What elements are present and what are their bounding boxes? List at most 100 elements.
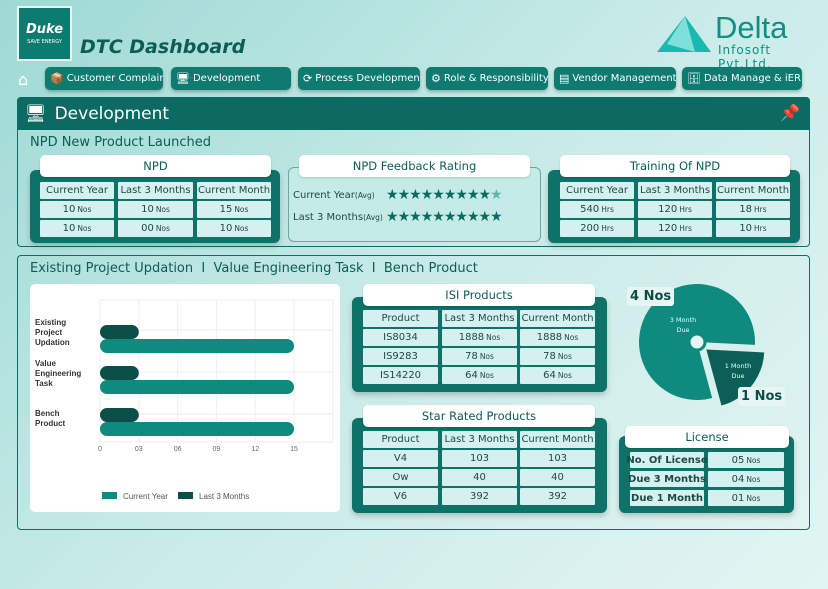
category-label: Value Engineering Task: [35, 359, 81, 388]
x-tick-label: 03: [135, 446, 143, 453]
page-title: DTC Dashboard: [80, 36, 246, 58]
x-tick-label: 06: [174, 446, 182, 453]
table-cell: 10 Nos: [118, 201, 193, 218]
table-cell: 64 Nos: [442, 367, 517, 384]
projects-section-title: Existing Project Updation I Value Engine…: [30, 261, 478, 276]
column-header: Last 3 Months: [442, 310, 517, 327]
nav-development[interactable]: 🖥 Development: [171, 67, 291, 90]
column-header: Product: [363, 310, 438, 327]
table-cell: 05 Nos: [708, 452, 784, 468]
star-icon: ★: [397, 187, 411, 203]
star-icon: ★: [409, 209, 422, 225]
legend-swatch: [102, 492, 117, 499]
pie-label-1-month: 1 Nos: [738, 387, 786, 406]
star-icon: ★: [478, 209, 492, 225]
table-cell: 10 Nos: [40, 220, 114, 237]
star-icon: ★: [466, 187, 480, 203]
network-icon: ⚙: [431, 72, 441, 85]
star-icon: ★: [386, 209, 399, 225]
column-header: Current Year: [40, 182, 114, 199]
table-cell: 10 Nos: [197, 220, 271, 237]
star-title: Star Rated Products: [363, 405, 595, 427]
legend-swatch: [178, 492, 193, 499]
star-icon: ★: [409, 187, 422, 203]
column-header: Current Year: [560, 182, 634, 199]
star-icon: ★: [466, 209, 480, 225]
star-icon: ★: [455, 209, 468, 225]
star-rating: ★★★★★★★★★★: [386, 187, 503, 203]
x-tick-label: 12: [251, 446, 259, 453]
column-header: Last 3 Months: [442, 431, 517, 448]
nav-data-manage-ierp[interactable]: 🗄 Data Manage & iERP: [682, 67, 802, 90]
nav-role-responsibility[interactable]: ⚙ Role & Responsibility: [426, 67, 548, 90]
pie-label-text: 3 Month: [670, 316, 697, 324]
table-cell: 04 Nos: [708, 471, 784, 487]
bar-last-3-months: [100, 408, 139, 422]
column-header: Product: [363, 431, 438, 448]
star-icon: ★: [432, 187, 445, 203]
monitor-gear-icon: 🖥: [176, 72, 190, 85]
table-cell: 120 Hrs: [638, 201, 712, 218]
column-header: Current Month: [520, 310, 595, 327]
cycle-icon: ⟳: [303, 72, 313, 85]
table-cell: 15 Nos: [197, 201, 271, 218]
isi-title: ISI Products: [363, 284, 595, 306]
rating-label: Current Year(Avg): [293, 190, 375, 201]
legend-label: Current Year: [123, 492, 168, 501]
table-cell: 40: [520, 469, 595, 486]
table-cell: IS9283: [363, 348, 438, 365]
table-cell: Due 3 Months: [628, 471, 706, 487]
training-title: Training Of NPD: [560, 155, 790, 177]
table-cell: 40: [442, 469, 517, 486]
table-cell: 1888 Nos: [442, 329, 517, 346]
nav-process-development[interactable]: ⟳ Process Development: [298, 67, 420, 90]
column-header: Last 3 Months: [118, 182, 193, 199]
star-icon: ★: [397, 209, 411, 225]
table-cell: 103: [442, 450, 517, 467]
section-header: 🖥 Development: [17, 97, 810, 130]
star-icon: ★: [455, 187, 468, 203]
rating-label: Last 3 Months(Avg): [293, 212, 383, 223]
box-icon: 📦: [50, 72, 64, 85]
table-cell: 120 Hrs: [638, 220, 712, 237]
table-cell: 01 Nos: [708, 490, 784, 506]
project-bar-chart: [30, 284, 340, 512]
table-cell: No. Of License: [626, 452, 708, 468]
column-header: Current Month: [197, 182, 271, 199]
nav-customer-complain[interactable]: 📦 Customer Complain: [45, 67, 163, 90]
home-icon[interactable]: ⌂: [18, 70, 29, 89]
nav-vendor-management[interactable]: ▤ Vendor Management: [554, 67, 676, 90]
column-header: Current Month: [716, 182, 790, 199]
star-icon: ★: [432, 209, 445, 225]
table-cell: 1888 Nos: [520, 329, 595, 346]
table-cell: Ow: [363, 469, 438, 486]
pie-slice-1-month-due: [706, 349, 765, 406]
pin-icon[interactable]: 📌: [780, 103, 800, 122]
license-title: License: [625, 426, 789, 448]
company-name: Delta: [715, 10, 788, 45]
category-label: Existing Project Updation: [35, 318, 70, 347]
column-header: Current Month: [520, 431, 595, 448]
table-cell: IS8034: [363, 329, 438, 346]
bar-current-year: [100, 380, 294, 394]
table-cell: 18 Hrs: [716, 201, 790, 218]
bar-last-3-months: [100, 366, 139, 380]
table-cell: 200 Hrs: [560, 220, 634, 237]
table-cell: V4: [363, 450, 438, 467]
feedback-box: [288, 167, 541, 242]
duke-logo: Duke SAVE ENERGY: [17, 6, 72, 61]
column-header: Last 3 Months: [638, 182, 712, 199]
table-cell: 00 Nos: [118, 220, 193, 237]
pie-label-3-month: 4 Nos: [627, 287, 675, 306]
monitor-gear-icon: 🖥: [25, 103, 47, 124]
star-icon: ★: [420, 187, 434, 203]
category-label: Bench Product: [35, 409, 66, 428]
bar-current-year: [100, 422, 294, 436]
star-icon: ★: [490, 209, 503, 225]
table-cell: 10 Hrs: [716, 220, 790, 237]
star-icon: ★: [443, 187, 457, 203]
pie-center: [687, 332, 707, 352]
table-cell: 64 Nos: [520, 367, 595, 384]
table-cell: IS14220: [363, 367, 438, 384]
star-icon: ★: [420, 209, 434, 225]
